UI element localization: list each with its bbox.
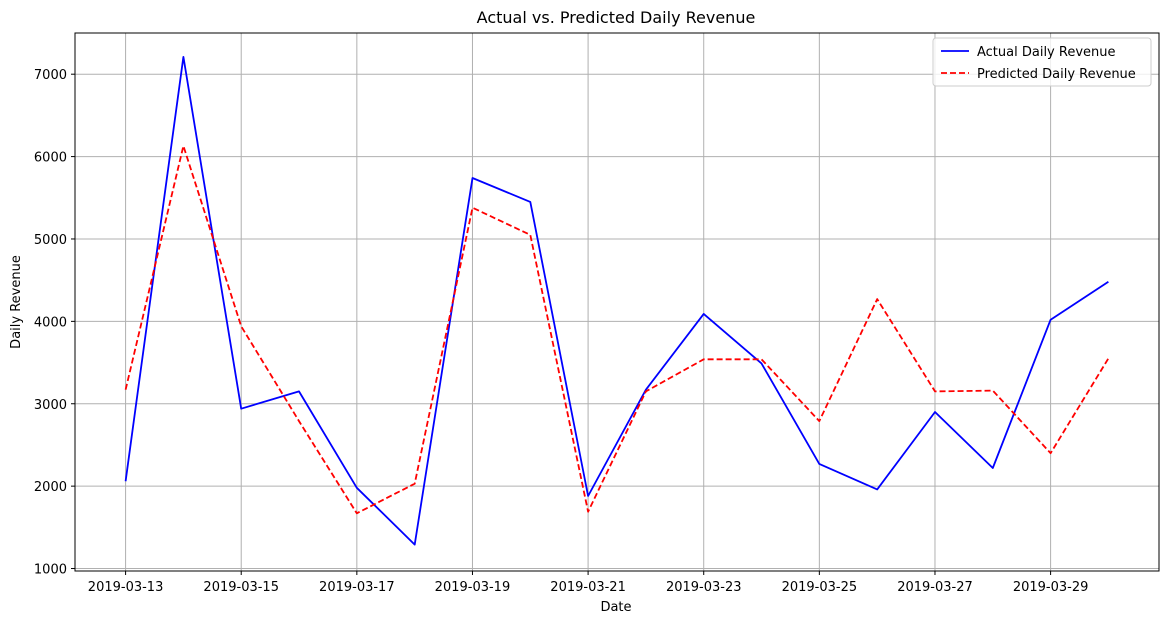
y-axis-label: Daily Revenue [9,255,24,349]
x-tick-label: 2019-03-25 [782,580,858,595]
x-tick-label: 2019-03-15 [203,580,279,595]
y-tick-label: 4000 [34,315,67,330]
x-tick-label: 2019-03-29 [1013,580,1089,595]
legend-label: Actual Daily Revenue [977,45,1116,60]
y-tick-label: 5000 [34,233,67,248]
x-axis-ticks: 2019-03-13 2019-03-15 2019-03-17 2019-03-19… [88,571,1089,595]
series-line-predicted [124,144,1110,515]
x-tick-label: 2019-03-27 [897,580,973,595]
y-tick-label: 2000 [34,480,67,495]
y-tick-label: 6000 [34,151,67,166]
x-tick-label: 2019-03-13 [88,580,164,595]
x-axis-label: Date [600,600,631,615]
plot-frame [74,32,1160,572]
series-lines [124,56,1110,546]
y-tick-label: 3000 [34,398,67,413]
legend: Actual Daily Revenue Predicted Daily Reve… [932,37,1152,87]
series-line-actual [124,56,1109,546]
x-tick-label: 2019-03-21 [550,580,626,595]
legend-box [932,37,1152,87]
y-axis-ticks: 1000 2000 3000 4000 5000 6000 7000 [34,68,75,578]
y-tick-label: 7000 [34,68,67,83]
x-tick-label: 2019-03-23 [666,580,742,595]
chart-title: Actual vs. Predicted Daily Revenue [477,8,756,27]
x-tick-label: 2019-03-19 [435,580,511,595]
legend-label: Predicted Daily Revenue [977,67,1136,82]
x-tick-label: 2019-03-17 [319,580,395,595]
y-tick-label: 1000 [34,563,67,578]
